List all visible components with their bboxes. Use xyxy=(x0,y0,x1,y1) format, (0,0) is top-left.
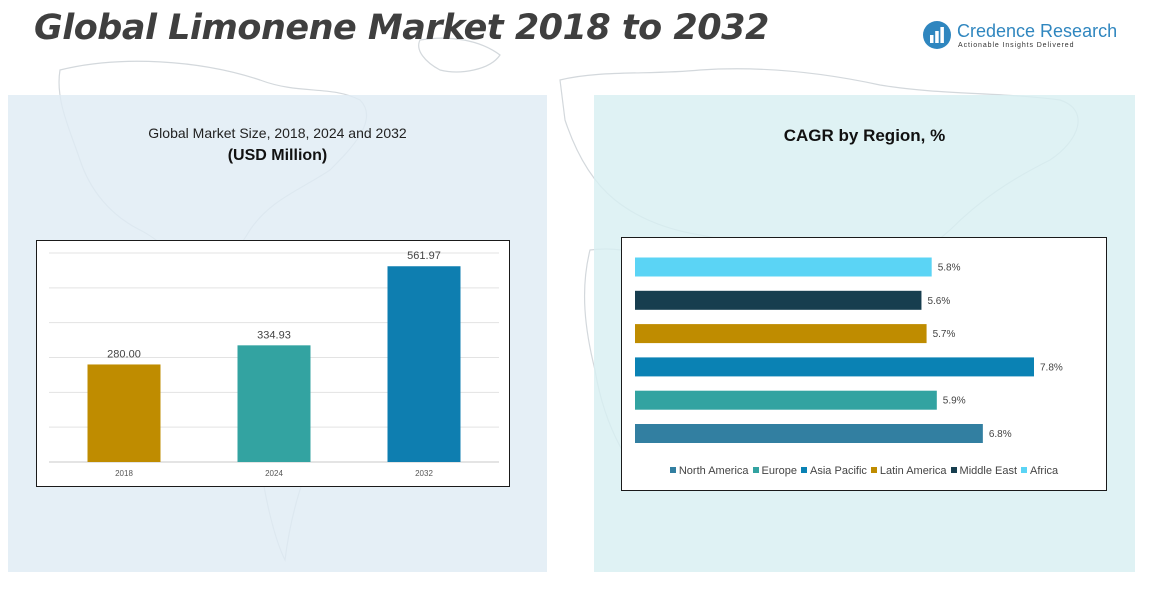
bar-2032 xyxy=(387,266,461,462)
x-tick-2018: 2018 xyxy=(115,469,133,478)
data-label-latin-america: 5.7% xyxy=(933,329,956,340)
bar-2018 xyxy=(87,364,161,462)
cagr-legend: North America Europe Asia Pacific Latin Ame… xyxy=(622,465,1106,477)
bar-europe xyxy=(635,390,937,410)
cagr-chart: 6.8% 5.9% 7.8% 5.7% 5.6% 5.8% North America Eu… xyxy=(621,237,1107,491)
data-label-middle-east: 5.6% xyxy=(927,296,950,307)
legend-item-africa: Africa xyxy=(1021,465,1058,477)
logo-name: Credence Research xyxy=(957,21,1118,41)
legend-swatch-asia-pacific xyxy=(801,467,808,473)
market-size-unit: (USD Million) xyxy=(227,147,328,164)
data-label-europe: 5.9% xyxy=(943,396,966,407)
logo-tagline: Actionable Insights Delivered xyxy=(958,42,1075,49)
legend-item-north-america: North America xyxy=(669,465,749,477)
legend-label-north-america: North America xyxy=(678,465,749,477)
data-label-asia-pacific: 7.8% xyxy=(1040,362,1063,373)
legend-label-africa: Africa xyxy=(1030,465,1059,477)
legend-label-latin-america: Latin America xyxy=(879,465,947,477)
data-label-2032: 561.97 xyxy=(407,250,441,262)
legend-swatch-latin-america xyxy=(870,467,877,473)
legend-swatch-europe xyxy=(752,467,759,473)
bar-2024 xyxy=(237,345,311,462)
bar-middle-east xyxy=(635,290,922,310)
cagr-chart-svg: 6.8% 5.9% 7.8% 5.7% 5.6% 5.8% xyxy=(635,257,1063,443)
market-size-title: Global Market Size, 2018, 2024 and 2032 xyxy=(148,125,407,141)
legend-item-europe: Europe xyxy=(752,465,798,477)
cagr-title: CAGR by Region, % xyxy=(783,126,946,145)
legend-swatch-africa xyxy=(1021,467,1028,473)
bar-asia-pacific xyxy=(635,357,1034,377)
legend-swatch-middle-east xyxy=(950,467,957,473)
bar-chart-icon xyxy=(923,21,951,49)
credence-research-logo: Credence Research Actionable Insights De… xyxy=(922,20,1117,54)
legend-item-asia-pacific: Asia Pacific xyxy=(801,465,867,477)
legend-label-middle-east: Middle East xyxy=(959,465,1018,477)
data-label-africa: 5.8% xyxy=(938,263,961,274)
legend-swatch-north-america xyxy=(669,467,676,473)
data-label-2018: 280.00 xyxy=(107,348,141,360)
legend-label-asia-pacific: Asia Pacific xyxy=(810,465,867,477)
data-label-north-america: 6.8% xyxy=(989,429,1012,440)
data-label-2024: 334.93 xyxy=(257,329,291,341)
legend-label-europe: Europe xyxy=(761,465,798,477)
page-title: Global Limonene Market 2018 to 2032 xyxy=(34,8,769,48)
bar-latin-america xyxy=(635,324,927,344)
legend-item-middle-east: Middle East xyxy=(950,465,1018,477)
x-tick-2032: 2032 xyxy=(415,469,433,478)
market-size-chart-svg: 280.00 2018 334.93 2024 561.97 2032 xyxy=(49,250,499,478)
x-tick-2024: 2024 xyxy=(265,469,283,478)
market-size-chart: 280.00 2018 334.93 2024 561.97 2032 xyxy=(36,240,510,487)
legend-item-latin-america: Latin America xyxy=(870,465,947,477)
bar-north-america xyxy=(635,424,983,443)
bar-africa xyxy=(635,257,932,277)
